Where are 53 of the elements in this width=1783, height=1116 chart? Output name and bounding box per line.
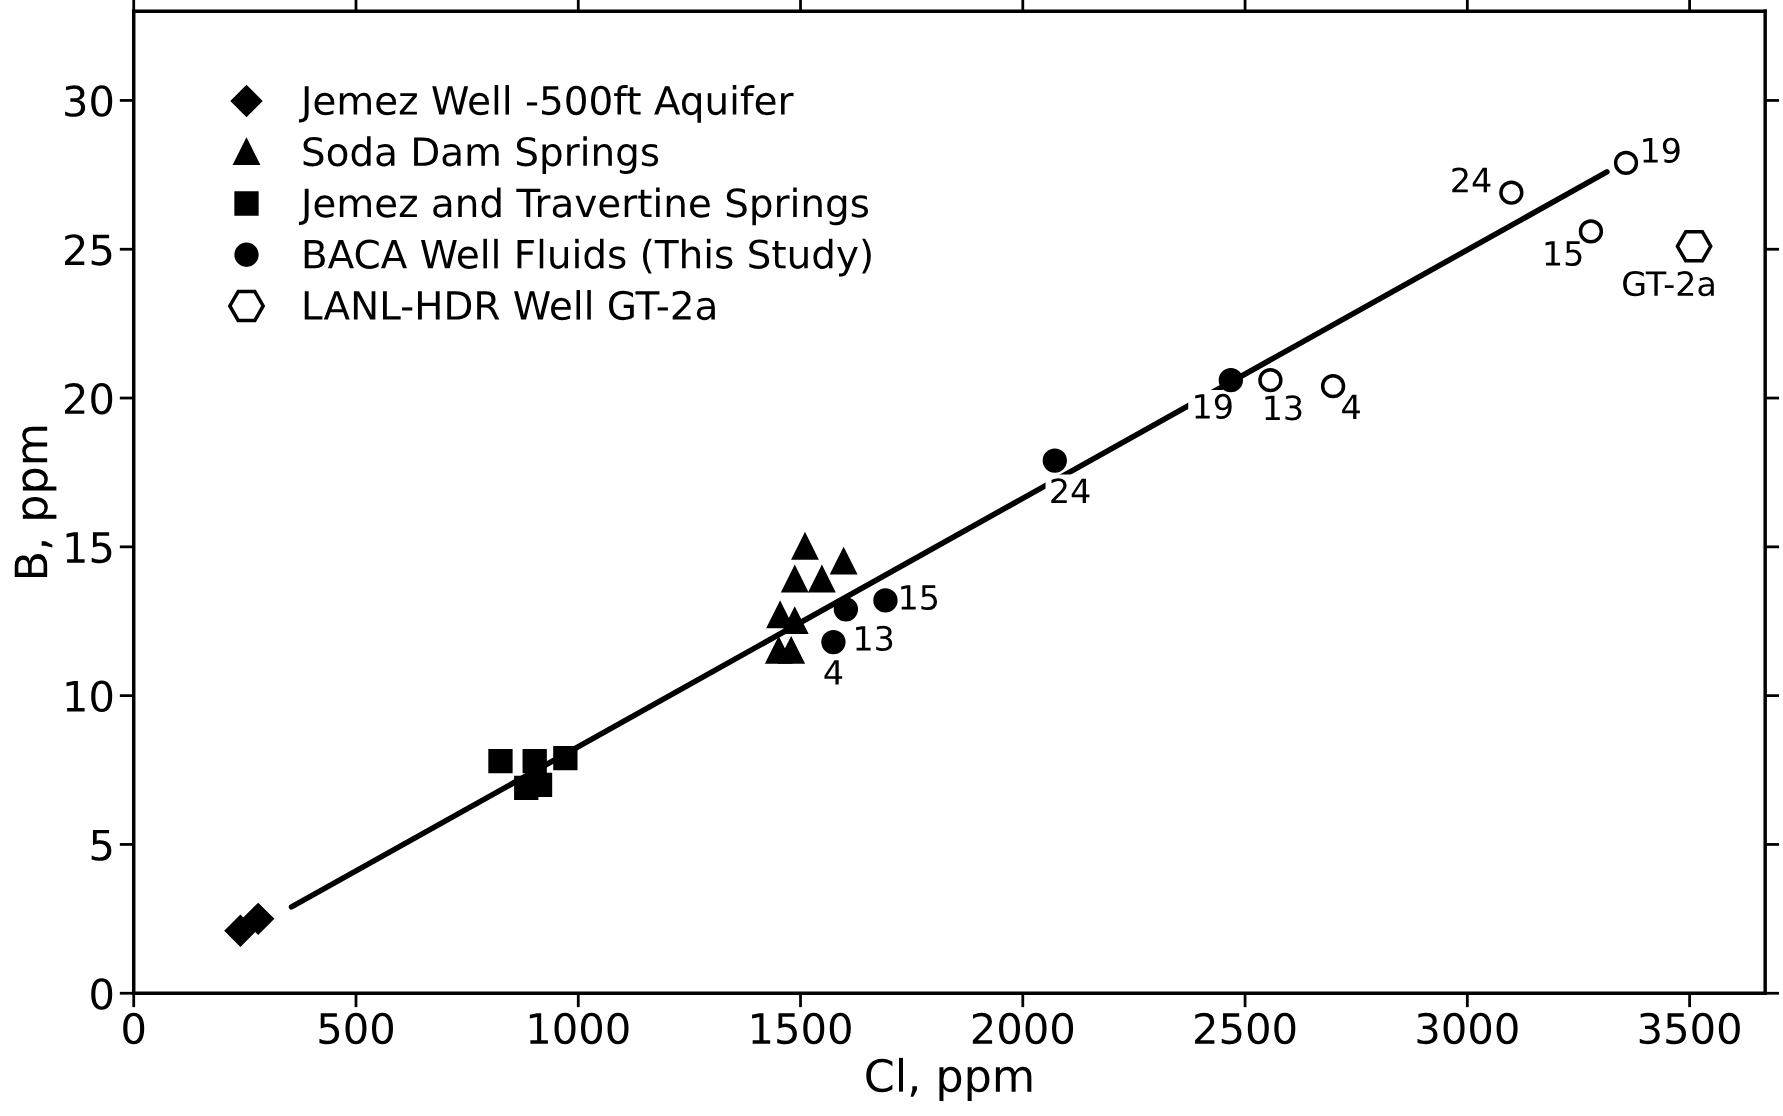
x-tick-label: 3000 [1417, 1012, 1518, 1045]
annotation: GT-2a [1623, 271, 1714, 297]
legend-label: Jemez and Travertine Springs [298, 187, 869, 226]
point [829, 546, 858, 575]
point [224, 915, 256, 947]
point [1613, 150, 1639, 176]
point [522, 748, 547, 774]
point [1499, 180, 1524, 205]
annotation: 4 [824, 660, 843, 685]
y-tick-label: 15 [66, 532, 112, 564]
point [488, 748, 513, 774]
x-tick-label: 500 [319, 1012, 393, 1045]
y-tick-label: 5 [91, 829, 112, 861]
point [833, 597, 859, 622]
annotation: 15 [1545, 241, 1582, 267]
annotation: 13 [856, 625, 893, 651]
x-axis-title: Cl, ppm [866, 1057, 1032, 1101]
point [1218, 368, 1243, 393]
x-tick-label: 1000 [529, 1012, 629, 1045]
point [1675, 230, 1713, 263]
point [780, 564, 809, 593]
legend-label: LANL-HDR Well GT-2a [304, 290, 715, 321]
annotation: 4 [1342, 394, 1360, 419]
point [1258, 368, 1283, 393]
point [242, 903, 274, 935]
legend-label: Jemez Well -500ft Aquifer [298, 85, 794, 123]
annotation: 15 [901, 585, 938, 611]
point [808, 564, 836, 593]
x-tick-label: 2000 [972, 1012, 1074, 1045]
y-tick-label: 30 [65, 85, 113, 117]
annotation: 24 [1051, 478, 1090, 504]
annotation: 19 [1643, 137, 1680, 163]
y-tick-label: 20 [65, 382, 113, 415]
legend-label: Soda Dam Springs [303, 136, 659, 174]
y-tick-label: 10 [66, 680, 113, 713]
x-tick-label: 0 [123, 1012, 145, 1045]
y-axis-title: B, ppm [14, 426, 57, 578]
point [1042, 448, 1067, 473]
x-tick-label: 2500 [1195, 1012, 1296, 1045]
annotation: 24 [1452, 167, 1491, 193]
y-tick-label: 0 [91, 978, 113, 1010]
point [781, 608, 808, 635]
annotation: 13 [1265, 395, 1302, 421]
point [553, 745, 578, 771]
annotation: 19 [1195, 393, 1232, 420]
legend-label: BACA Well Fluids (This Study) [304, 238, 871, 277]
point [821, 629, 846, 655]
x-tick-label: 3500 [1639, 1012, 1740, 1045]
x-tick-label: 1500 [752, 1012, 851, 1045]
point [873, 588, 898, 613]
point [778, 638, 805, 664]
y-tick-label: 25 [65, 234, 112, 266]
point [791, 531, 819, 560]
